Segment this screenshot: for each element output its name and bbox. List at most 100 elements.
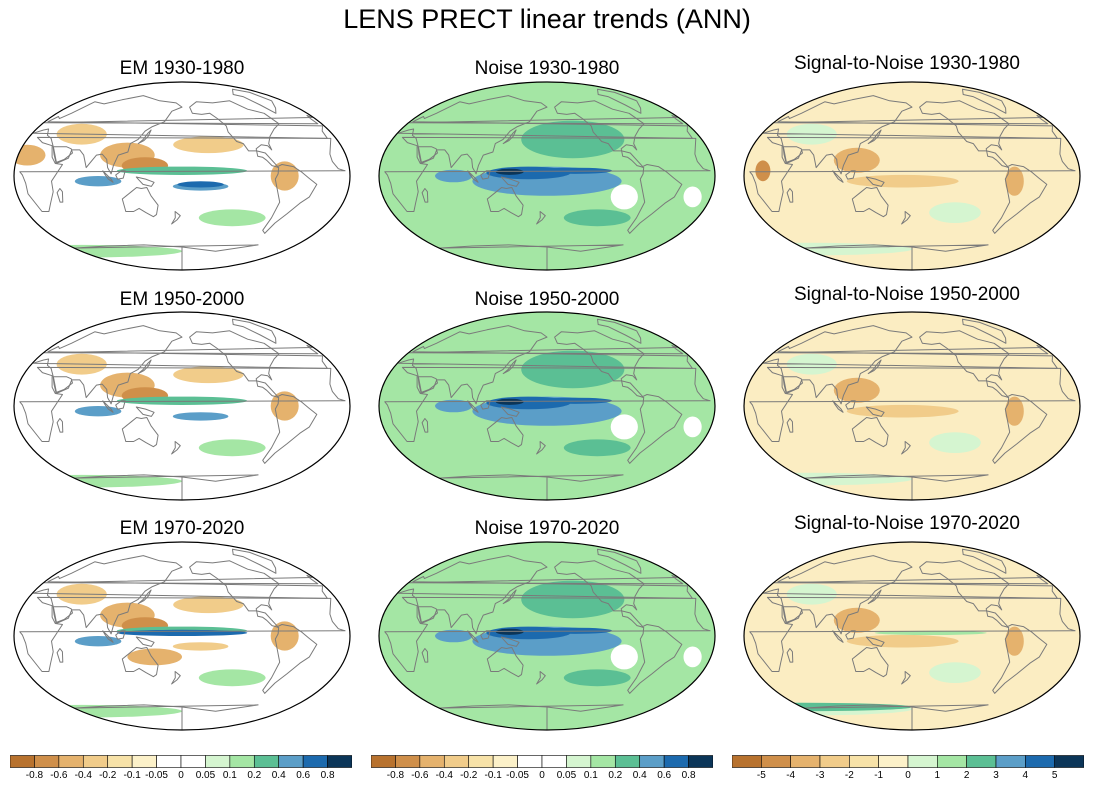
coastline-borneo: [845, 170, 856, 180]
panel-title-em-1930: EM 1930-1980: [119, 58, 245, 79]
noise-band: [521, 120, 625, 159]
coastline-americas: [189, 560, 318, 694]
coastline-eurasia: [762, 95, 1058, 175]
noise-band: [563, 439, 631, 457]
wetting-band: [74, 406, 122, 417]
coastline-antarctic: [73, 474, 259, 500]
coastline-nz: [536, 671, 546, 685]
coastline-greenland: [597, 548, 642, 574]
colorbar-swatch: [1054, 755, 1084, 768]
coastline-japan: [502, 359, 517, 375]
coastline-newguinea: [865, 406, 885, 417]
snr-patch: [929, 432, 981, 453]
coastline-australia: [121, 187, 159, 218]
wetting-band: [116, 166, 248, 175]
colorbar-swatch: [205, 755, 231, 768]
colorbar-em: [10, 755, 352, 768]
colorbar-tick-label: -0.05: [145, 770, 168, 781]
low-noise-patch: [683, 646, 702, 668]
coastline-japan: [502, 129, 517, 145]
colorbar-swatch: [131, 755, 157, 768]
colorbar-tick-label: -1: [874, 770, 884, 781]
colorbar-tick-label: 1: [934, 770, 941, 781]
drying-patch: [270, 391, 299, 421]
noise-band: [435, 169, 473, 183]
wetting-band: [172, 412, 229, 421]
snr-patch: [846, 634, 959, 648]
colorbar-swatch: [819, 755, 850, 768]
coastline-eurasia: [397, 555, 693, 635]
coastline-madagascar: [786, 188, 794, 203]
coastline-sumatra: [832, 400, 844, 413]
map-outline: [743, 81, 1081, 271]
coastline-nz: [901, 671, 911, 685]
colorbar-swatch: [688, 755, 713, 768]
snr-patch: [874, 630, 987, 635]
map-outline: [743, 541, 1081, 731]
wetting-band: [116, 396, 248, 405]
colorbar-tick-label: -0.6: [411, 770, 429, 781]
panel-title-em-1950: EM 1950-2000: [119, 289, 245, 310]
coastline-antarctic: [803, 704, 989, 730]
colorbar-swatch: [302, 755, 328, 768]
colorbar-swatch: [468, 755, 494, 768]
coastline-americas: [189, 100, 318, 234]
snr-patch: [833, 377, 880, 403]
colorbar-swatch: [639, 755, 665, 768]
coastline-uk: [773, 344, 1049, 355]
coastline-arabia: [782, 146, 803, 163]
colorbar-tick-label: -0.1: [123, 770, 141, 781]
coastline-uk: [773, 574, 1049, 585]
low-noise-patch: [610, 414, 638, 440]
low-noise-patch: [683, 186, 702, 208]
colorbar-tick-label: -0.8: [25, 770, 44, 781]
coastline-nz: [171, 211, 181, 225]
coastline-africa: [19, 596, 346, 672]
coastline-borneo: [845, 630, 856, 640]
colorbar-swatch: [395, 755, 421, 768]
snr-patch: [833, 147, 880, 173]
colorbar-tick-label: 0.05: [195, 770, 216, 781]
map-outline: [13, 311, 351, 501]
map-em-1970: [13, 541, 351, 731]
colorbar-tick-label: 3: [993, 770, 999, 781]
coastline-newguinea: [865, 176, 885, 187]
coastline-antarctic: [73, 704, 259, 730]
coastline-borneo: [845, 400, 856, 410]
drying-patch: [173, 596, 244, 614]
coastline-sumatra: [467, 400, 479, 413]
low-noise-patch: [610, 644, 638, 670]
map-noise-1950: [378, 311, 716, 501]
colorbar-swatch: [327, 755, 352, 768]
coastline-australia: [486, 187, 524, 218]
colorbar-swatch: [443, 755, 470, 768]
coastline-africa: [19, 136, 346, 212]
coastline-madagascar: [421, 418, 429, 433]
colorbar-tick-label: -0.2: [460, 770, 478, 781]
colorbar-tick-label: -2: [844, 770, 854, 781]
coastline-sumatra: [467, 630, 479, 643]
map-snr-1950: [743, 311, 1081, 501]
coastline-borneo: [480, 170, 491, 180]
map-background: [14, 312, 350, 500]
coastline-newguinea: [500, 176, 520, 187]
coastline-greenland: [232, 318, 277, 344]
map-outline: [743, 311, 1081, 501]
colorbar-swatch: [849, 755, 879, 768]
colorbar-tick-label: 2: [963, 770, 970, 781]
colorbar-noise-labels: -0.8 -0.6 -0.4 -0.2 -0.1 -0.05 0 0.05 0.1 0.2 0.4 0…: [371, 770, 713, 784]
colorbar-tick-label: -4: [786, 770, 796, 781]
coastline-madagascar: [786, 648, 794, 663]
coastline-antarctic: [438, 704, 624, 730]
coastline-africa: [749, 136, 1076, 212]
coastline-americas: [189, 330, 318, 464]
coastline-greenland: [962, 548, 1007, 574]
coastline-antarctic: [803, 244, 989, 270]
coastline-borneo: [480, 400, 491, 410]
noise-band: [521, 350, 625, 389]
wetting-band: [172, 642, 229, 651]
colorbar-tick-label: 4: [1022, 770, 1029, 781]
panel-title-em-1970: EM 1970-2020: [119, 518, 245, 539]
noise-band: [563, 209, 631, 227]
coastline-newguinea: [500, 636, 520, 647]
